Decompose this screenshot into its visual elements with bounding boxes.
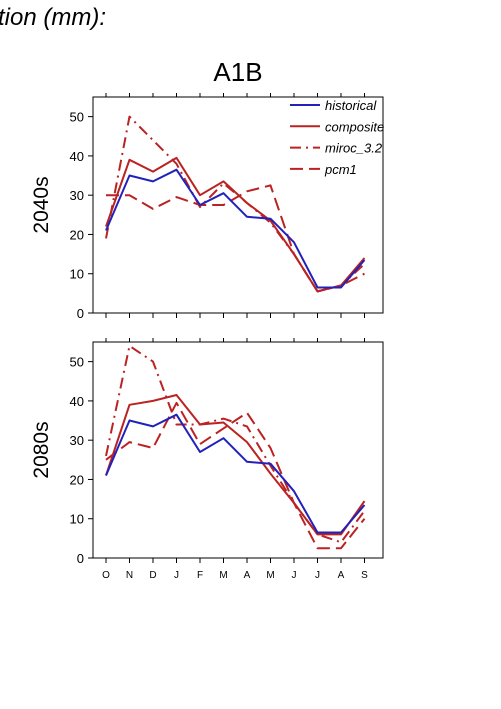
panel-2040s: 0 10 20 30 40 50 2040s [30,93,384,321]
legend-label: pcm1 [324,162,357,177]
panel-row-label: 2040s [30,176,53,233]
y-tick-label: 0 [77,306,84,321]
plot-frame [92,96,384,314]
y-tick-label: 50 [70,355,84,370]
series-line-historical [105,168,366,289]
x-tick-label: S [361,570,368,581]
series-line-historical [105,413,366,534]
y-tick-label: 50 [70,110,84,125]
y-tick-label: 30 [70,188,84,203]
y-tick-label: 20 [70,227,84,242]
x-tick-label: N [126,570,133,581]
series-line-miroc-3-2 [105,344,366,544]
legend-label: historical [325,98,377,113]
y-tick-label: 10 [70,267,84,282]
x-tick-label: D [149,570,156,581]
y-tick-label: 0 [77,551,84,566]
x-tick-label: J [292,570,297,581]
x-tick-label: A [338,570,345,581]
panel-2080s: 0 10 20 30 40 50 O N D J F M A M J J A S 2080s [30,338,384,581]
y-tick-label: 40 [70,394,84,409]
x-tick-label: M [266,570,274,581]
series-line-composite [105,394,366,536]
panels: 0 10 20 30 40 50 2040s 0 10 20 30 40 50 O N D J F M A M J J A S 2… [30,93,384,581]
panel-row-label: 2080s [30,421,53,478]
series-line-composite [105,156,366,293]
series-line-pcm1 [105,401,366,550]
x-tick-label: F [197,570,203,581]
legend-label: miroc_3.2 [325,141,383,156]
figure-heading: tion (mm): [0,4,106,31]
x-tick-label: J [315,570,320,581]
scenario-title: A1B [213,57,262,87]
plot-frame [92,341,384,559]
series-line-pcm1 [106,184,365,293]
legend-label: composite [325,119,384,134]
y-tick-label: 30 [70,433,84,448]
y-tick-label: 40 [70,149,84,164]
x-tick-label: A [244,570,251,581]
x-tick-label: J [174,570,179,581]
x-tick-label: O [102,570,110,581]
legend: historical composite miroc_3.2 pcm1 [290,98,384,177]
y-tick-label: 10 [70,512,84,527]
x-tick-label: M [219,570,227,581]
y-tick-label: 20 [70,472,84,487]
